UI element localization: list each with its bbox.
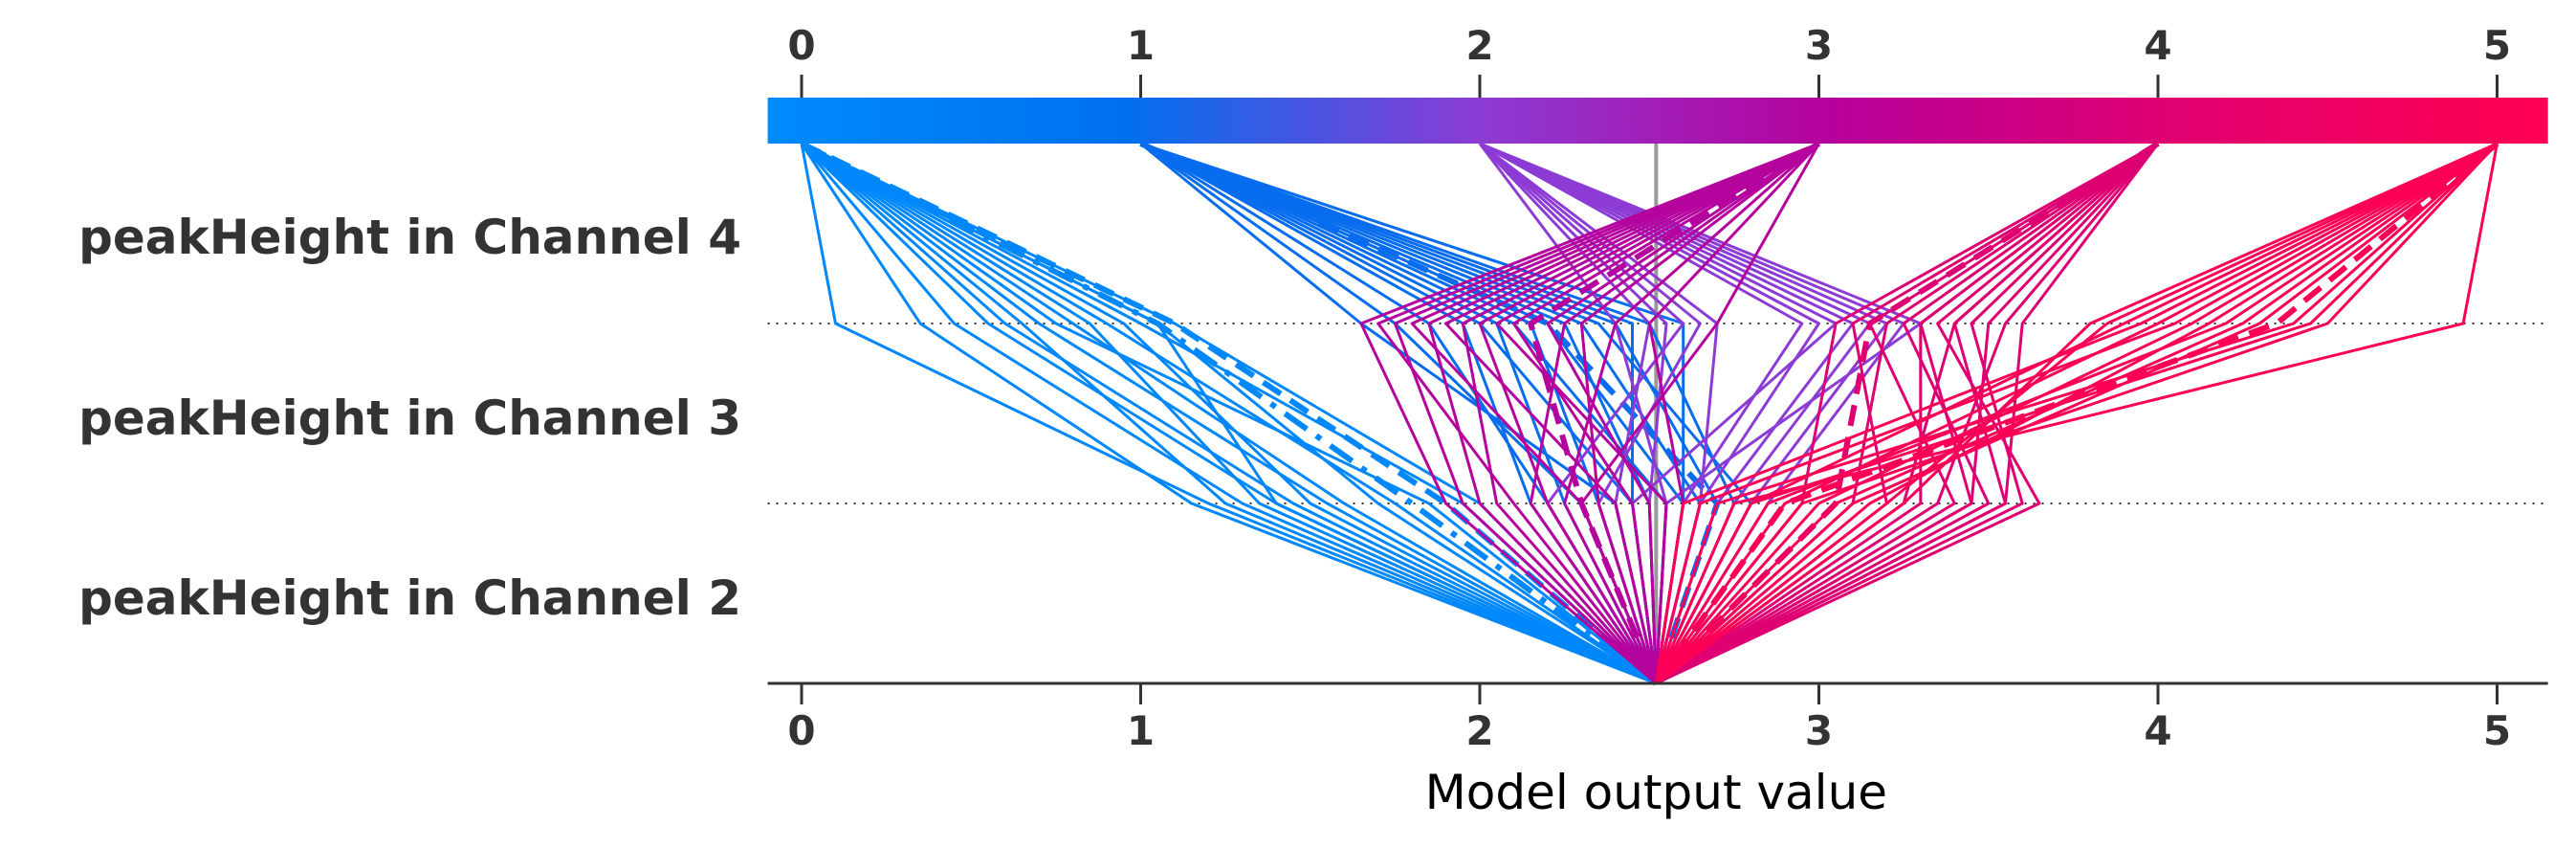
series-line <box>1655 142 2159 685</box>
series-line <box>800 143 1657 685</box>
bottom-tick-label: 1 <box>1127 707 1155 754</box>
series-line <box>1654 142 2499 684</box>
series-line <box>800 141 1659 686</box>
series-line <box>801 142 1657 685</box>
series-line <box>1512 142 1820 684</box>
series-line <box>1655 142 2499 685</box>
series-line <box>1139 142 1685 684</box>
top-tick-label: 5 <box>2483 22 2511 69</box>
bottom-tick-label: 0 <box>787 707 815 754</box>
series-line <box>801 142 1657 685</box>
top-tick-label: 3 <box>1805 22 1833 69</box>
series-line <box>1563 142 1820 684</box>
series-line <box>1461 142 1820 684</box>
series-line <box>1654 142 2499 684</box>
feature-label: peakHeight in Channel 3 <box>78 391 741 446</box>
feature-labels: peakHeight in Channel 4 peakHeight in Cha… <box>78 210 741 626</box>
series-line <box>1655 142 2160 685</box>
top-tick-label: 0 <box>787 22 815 69</box>
x-axis-title: Model output value <box>1425 765 1887 820</box>
series-line <box>1393 142 1820 685</box>
series-line <box>1140 142 1685 684</box>
series-layer <box>800 141 2499 686</box>
bottom-tick-label: 2 <box>1465 707 1493 754</box>
series-line <box>1427 142 1820 685</box>
bottom-tick-label: 4 <box>2144 707 2171 754</box>
series-line <box>801 142 1657 685</box>
series-line <box>1654 142 2499 684</box>
series-line <box>1376 142 1820 684</box>
bottom-axis: 0 1 2 3 4 5 <box>787 683 2511 754</box>
feature-label: peakHeight in Channel 4 <box>78 210 741 265</box>
series-line <box>1655 143 2160 685</box>
series-line <box>1655 142 2159 685</box>
series-line <box>1655 142 2499 684</box>
top-axis: 0 1 2 3 4 5 <box>787 22 2511 98</box>
series-line <box>1444 142 1820 684</box>
bottom-tick-label: 5 <box>2483 707 2511 754</box>
bottom-tick-label: 3 <box>1805 707 1833 754</box>
series-line <box>800 143 1657 685</box>
series-line <box>1653 141 2499 685</box>
series-line <box>1359 142 1820 685</box>
series-line <box>1655 142 2499 685</box>
series-line <box>801 142 1658 685</box>
series-line <box>1654 141 2160 686</box>
series-line <box>1654 143 2499 684</box>
series-line <box>801 142 1658 685</box>
series-line <box>1529 142 1820 684</box>
series-line <box>1546 142 1820 684</box>
feature-label: peakHeight in Channel 2 <box>78 570 741 626</box>
series-line <box>1654 142 2499 684</box>
series-line <box>800 143 1657 685</box>
colorbar <box>767 98 2548 144</box>
series-line <box>1495 142 1820 684</box>
series-line <box>1478 142 1820 684</box>
top-tick-label: 4 <box>2144 22 2171 69</box>
series-line <box>1655 142 2499 685</box>
series-line <box>801 142 1657 685</box>
series-line <box>1528 141 1821 685</box>
series-line <box>801 142 1658 685</box>
series-line <box>801 142 1658 685</box>
top-tick-label: 1 <box>1127 22 1155 69</box>
top-tick-label: 2 <box>1465 22 1493 69</box>
